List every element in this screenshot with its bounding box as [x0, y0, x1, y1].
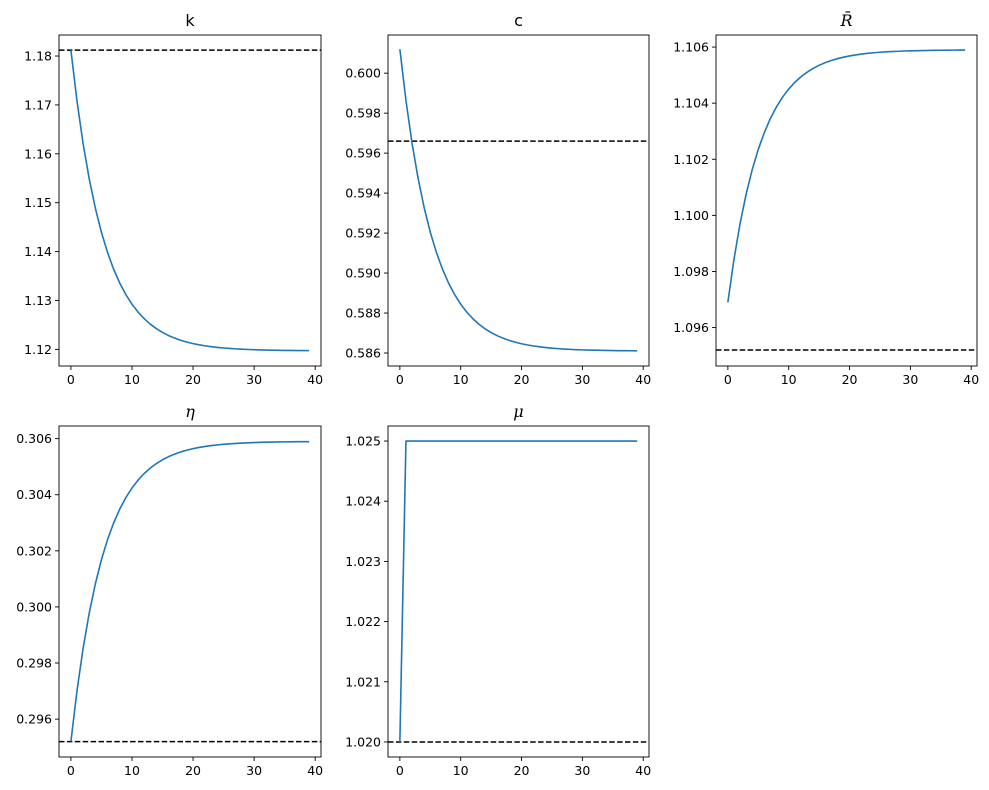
- x-tick-label: 0: [67, 763, 75, 778]
- y-tick-label: 0.600: [345, 66, 381, 81]
- x-tick-label: 40: [963, 372, 979, 387]
- x-tick-label: 10: [781, 372, 797, 387]
- y-tick-label: 1.096: [673, 320, 709, 335]
- subplot-title: c: [514, 11, 523, 30]
- y-tick-label: 0.592: [345, 226, 381, 241]
- subplot-5: 0 10 20 30 40 1.020 1.021 1.022 1.023 1.024 1.025 μ: [345, 402, 651, 778]
- x-tick-label: 0: [67, 372, 75, 387]
- subplot-1: 0 10 20 30 40 1.12 1.13 1.14 1.15 1.16 1.17 1.18 k: [24, 11, 323, 387]
- x-tick-label: 20: [514, 372, 530, 387]
- y-tick-label: 1.021: [345, 674, 381, 689]
- subplot-4: 0 10 20 30 40 0.296 0.298 0.300 0.302 0.304 0.306 η: [16, 402, 323, 778]
- series-line: [70, 440, 310, 742]
- series-line: [727, 49, 966, 303]
- y-tick-label: 1.12: [24, 342, 52, 357]
- y-tick-label: 0.298: [16, 656, 52, 671]
- x-tick-label: 30: [574, 372, 590, 387]
- x-tick-label: 30: [246, 372, 262, 387]
- x-tick-label: 40: [635, 763, 651, 778]
- subplot-title: k: [185, 11, 195, 30]
- y-tick-label: 1.025: [345, 434, 381, 449]
- y-tick-label: 0.304: [16, 487, 52, 502]
- y-tick-label: 0.588: [345, 306, 381, 321]
- y-tick-label: 0.296: [16, 712, 52, 727]
- x-tick-label: 10: [124, 763, 140, 778]
- x-tick-label: 10: [453, 372, 469, 387]
- subplot-3: 0 10 20 30 40 1.096 1.098 1.100 1.102 1.104 1.106 R…: [673, 9, 979, 387]
- y-tick-label: 0.596: [345, 146, 381, 161]
- series-line: [399, 440, 638, 742]
- x-tick-label: 40: [307, 372, 323, 387]
- axes-frame: [387, 425, 650, 758]
- subplot-title: η: [185, 402, 195, 421]
- x-tick-label: 10: [453, 763, 469, 778]
- y-tick-label: 0.598: [345, 106, 381, 121]
- subplot-title: μ: [513, 402, 523, 421]
- y-tick-label: 1.098: [673, 264, 709, 279]
- x-tick-label: 10: [124, 372, 140, 387]
- subplot-2: 0 10 20 30 40 0.586 0.588 0.590 0.592 0.594 0.596 0…: [345, 11, 651, 387]
- x-tick-label: 20: [514, 763, 530, 778]
- plot-area: [59, 35, 321, 366]
- y-tick-label: 1.024: [345, 494, 381, 509]
- x-tick-label: 20: [185, 763, 201, 778]
- axes-frame: [58, 34, 322, 367]
- y-tick-label: 1.17: [24, 97, 52, 112]
- plot-area: [716, 35, 977, 366]
- x-tick-label: 40: [635, 372, 651, 387]
- x-tick-label: 20: [842, 372, 858, 387]
- x-tick-label: 0: [724, 372, 732, 387]
- x-tick-label: 30: [246, 763, 262, 778]
- x-tick-label: 20: [185, 372, 201, 387]
- y-tick-label: 0.300: [16, 599, 52, 614]
- x-tick-label: 30: [902, 372, 918, 387]
- plot-area: [388, 426, 649, 757]
- y-tick-label: 1.023: [345, 554, 381, 569]
- x-tick-label: 30: [574, 763, 590, 778]
- x-tick-label: 40: [307, 763, 323, 778]
- y-tick-label: 1.106: [673, 40, 709, 55]
- y-tick-label: 1.020: [345, 734, 381, 749]
- y-tick-label: 1.022: [345, 614, 381, 629]
- y-tick-label: 0.306: [16, 431, 52, 446]
- y-tick-label: 1.104: [673, 96, 709, 111]
- y-tick-label: 0.590: [345, 266, 381, 281]
- axes-frame: [715, 34, 978, 367]
- y-tick-label: 1.15: [24, 195, 52, 210]
- axes-frame: [387, 34, 650, 367]
- y-tick-label: 0.586: [345, 346, 381, 361]
- axes-frame: [58, 425, 322, 758]
- y-tick-label: 1.102: [673, 152, 709, 167]
- x-tick-label: 0: [396, 372, 404, 387]
- plot-area: [388, 35, 649, 366]
- series-line: [399, 49, 638, 352]
- subplot-title: R̄: [839, 9, 852, 30]
- y-tick-label: 1.13: [24, 293, 52, 308]
- y-tick-label: 0.594: [345, 186, 381, 201]
- y-tick-label: 1.100: [673, 208, 709, 223]
- series-line: [70, 50, 310, 352]
- y-tick-label: 1.14: [24, 244, 52, 259]
- y-tick-label: 0.302: [16, 543, 52, 558]
- plot-area: [59, 426, 321, 757]
- y-tick-label: 1.18: [24, 49, 52, 64]
- y-tick-label: 1.16: [24, 146, 52, 161]
- x-tick-label: 0: [396, 763, 404, 778]
